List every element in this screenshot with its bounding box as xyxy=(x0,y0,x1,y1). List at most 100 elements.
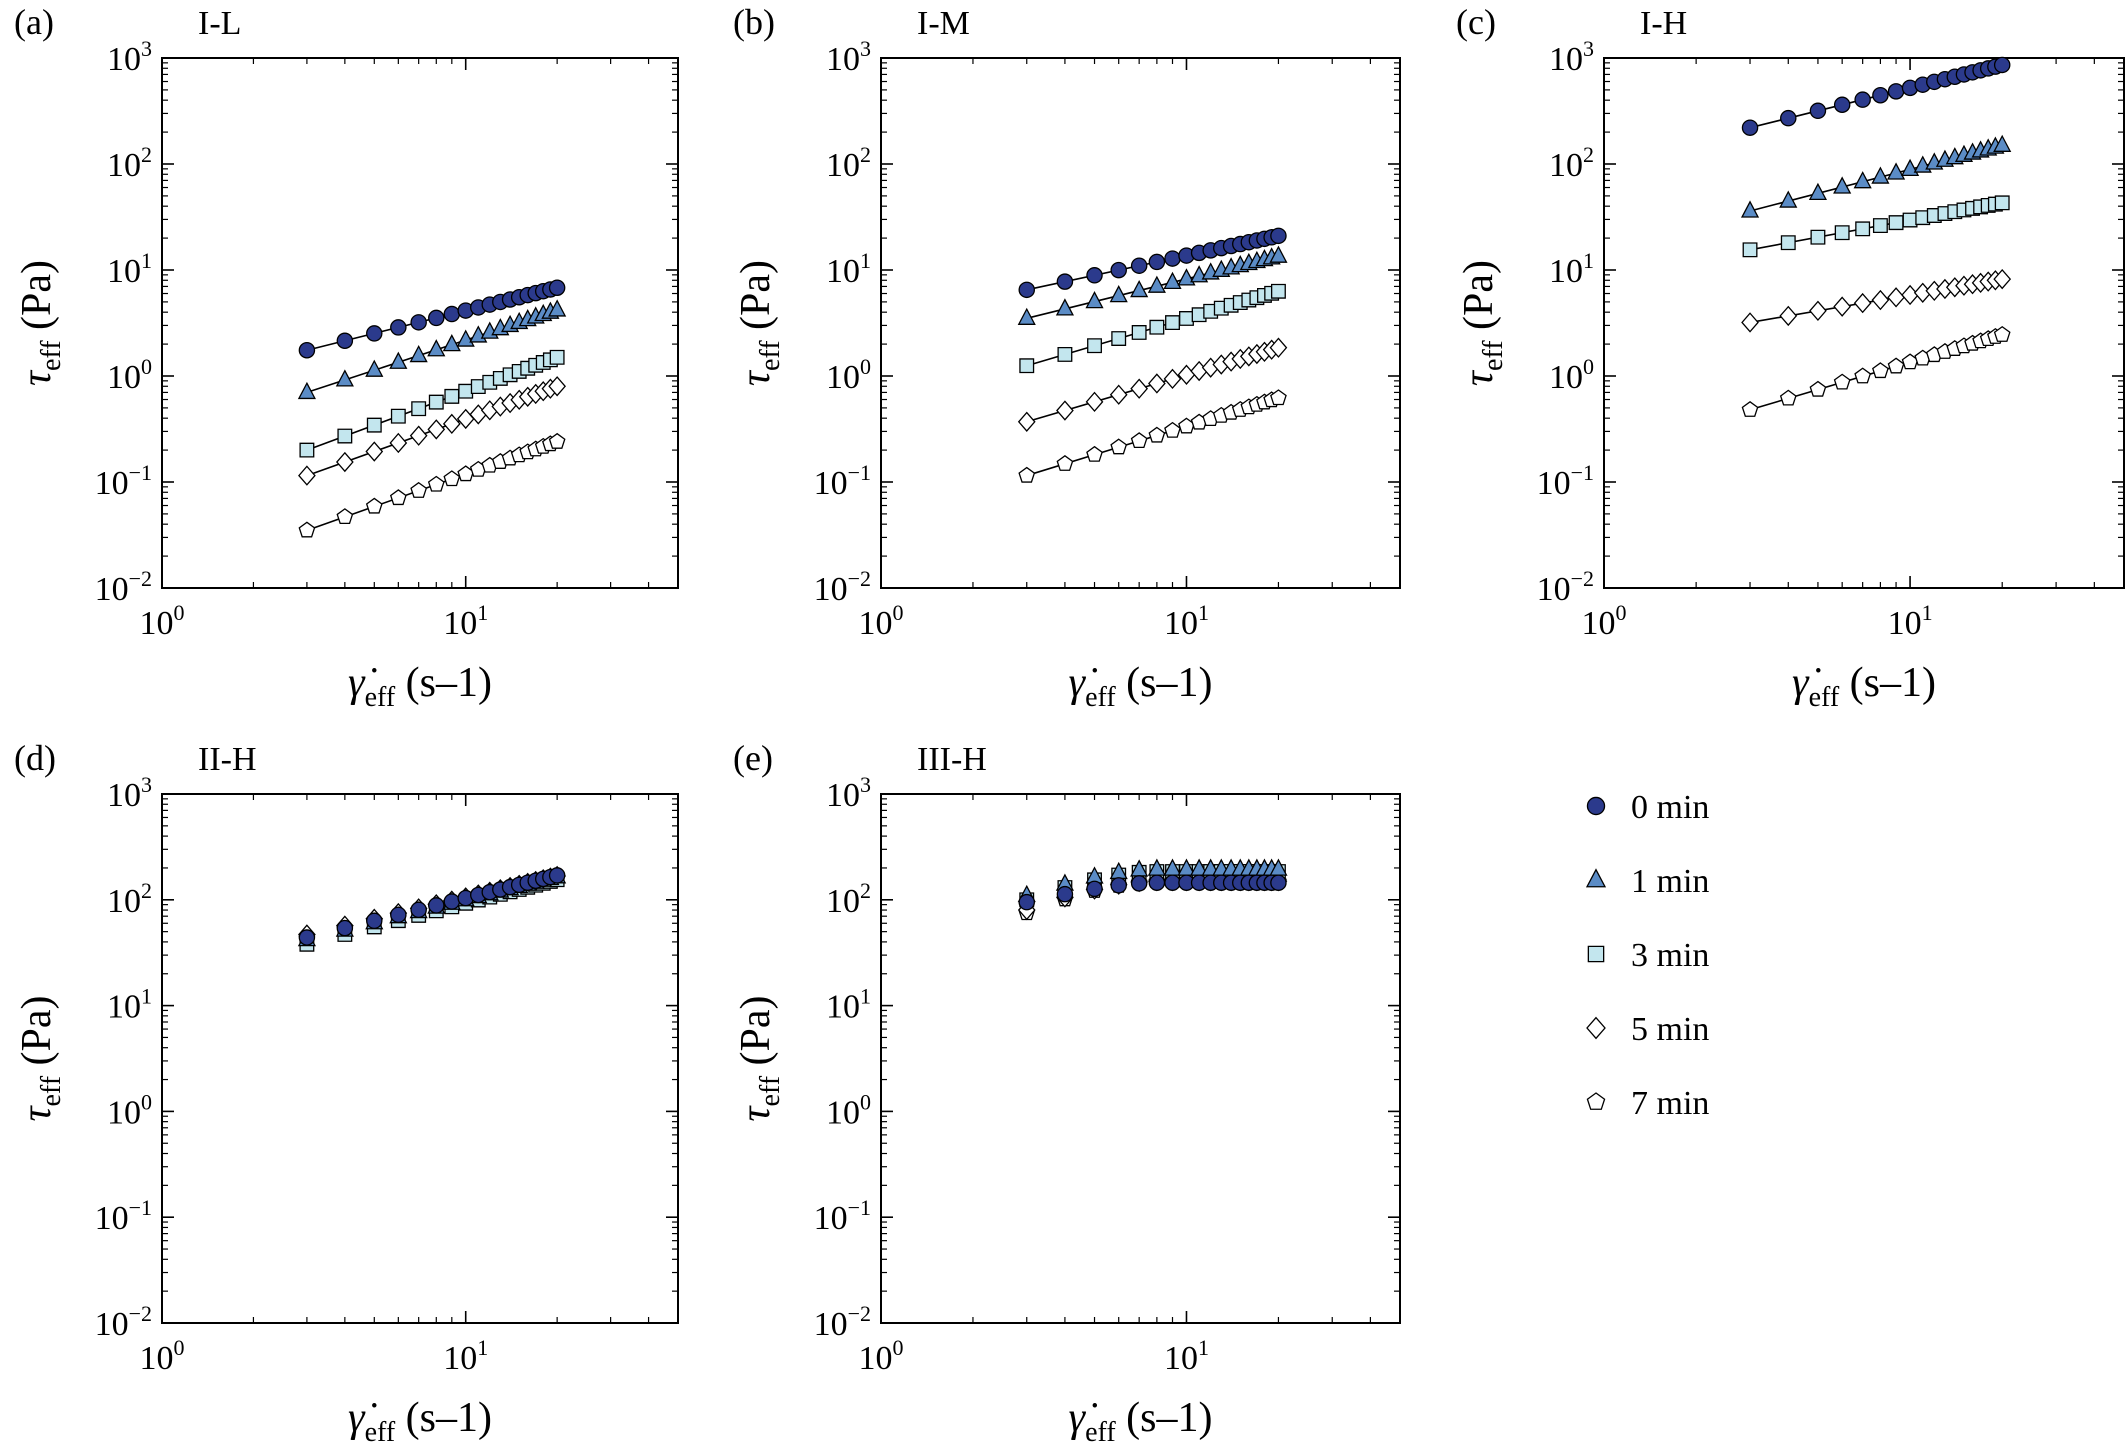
y-tick-label: 101 xyxy=(826,248,871,290)
data-point xyxy=(428,309,445,327)
data-point xyxy=(298,521,316,538)
data-point xyxy=(410,314,427,331)
data-point xyxy=(1018,466,1036,483)
plot-frame xyxy=(1603,57,2125,589)
data-point xyxy=(1741,400,1759,417)
data-point xyxy=(1017,411,1036,432)
panel-label: (c) xyxy=(1456,2,1496,42)
data-point xyxy=(1149,319,1165,335)
y-tick-label: 103 xyxy=(826,36,871,78)
data-point xyxy=(297,381,316,400)
data-point xyxy=(1887,357,1905,374)
y-tick-label: 103 xyxy=(1549,36,1594,78)
legend-label: 5 min xyxy=(1631,1011,1709,1048)
data-point xyxy=(335,451,354,473)
y-tick-label: 10−1 xyxy=(814,1195,871,1237)
y-tick-label: 100 xyxy=(1549,354,1594,396)
data-point xyxy=(336,919,354,937)
data-point xyxy=(1130,875,1148,892)
legend: 0 min 1 min 3 min 5 min 7 min xyxy=(1585,789,1709,1122)
data-point xyxy=(409,344,428,363)
data-point xyxy=(1018,893,1036,911)
data-point xyxy=(1086,445,1103,462)
legend-marker xyxy=(1586,1092,1606,1110)
chart-panel-d: (d) II-H 10−2 10−1 100 101 102 103 100 101 γ̇eff (… xyxy=(14,738,679,1448)
data-point xyxy=(1056,400,1074,421)
data-point xyxy=(1056,454,1074,471)
data-point xyxy=(1741,119,1759,136)
data-point xyxy=(549,349,565,365)
y-tick-label: 102 xyxy=(1549,142,1594,184)
data-point xyxy=(390,408,406,424)
data-point xyxy=(1270,227,1287,245)
chart-panel-e: (e) III-H 10−2 10−1 100 101 102 103 100 101 γ̇eff … xyxy=(733,738,1401,1448)
data-point xyxy=(443,305,461,323)
panel-label: (a) xyxy=(14,2,54,42)
y-tick-label: 10−1 xyxy=(95,460,152,502)
y-axis-title: τeff (Pa) xyxy=(733,995,786,1121)
y-tick-label: 102 xyxy=(826,142,871,184)
series-0-min xyxy=(1018,227,1287,299)
data-point xyxy=(1163,368,1182,390)
data-point xyxy=(1779,190,1798,208)
y-tick-label: 103 xyxy=(826,772,871,814)
data-point xyxy=(1019,358,1035,374)
data-point xyxy=(410,901,427,919)
legend-item: 7 min xyxy=(1586,1085,1709,1122)
data-point xyxy=(299,442,315,458)
data-point xyxy=(443,470,461,487)
data-point xyxy=(1833,373,1851,390)
legend-marker xyxy=(1586,796,1606,816)
data-point xyxy=(1148,874,1166,891)
y-tick-label: 10−2 xyxy=(814,1301,871,1343)
data-point xyxy=(1270,389,1287,406)
data-point xyxy=(337,428,353,444)
x-tick-label: 101 xyxy=(1164,1335,1209,1377)
x-axis-title: γ̇eff (s–1) xyxy=(348,1395,492,1448)
y-tick-label: 102 xyxy=(107,142,152,184)
data-point xyxy=(1085,391,1104,413)
panel-label: (d) xyxy=(14,738,56,778)
y-tick-label: 10−1 xyxy=(95,1195,152,1237)
data-point xyxy=(1871,166,1890,184)
data-point xyxy=(389,432,408,454)
data-point xyxy=(1887,83,1905,100)
data-point xyxy=(1147,275,1166,293)
data-point xyxy=(1900,158,1920,176)
series-3-min xyxy=(299,349,565,458)
plot-frame xyxy=(880,57,1401,589)
data-point xyxy=(1901,284,1919,306)
data-point xyxy=(1110,438,1128,455)
panel-title: III-H xyxy=(917,741,987,778)
legend-label: 0 min xyxy=(1631,789,1709,826)
data-point xyxy=(1742,242,1758,258)
data-point xyxy=(1902,212,1918,228)
series-7-min xyxy=(298,432,566,538)
data-point xyxy=(1056,885,1074,903)
legend-marker xyxy=(1587,945,1605,963)
y-axis-title: τeff (Pa) xyxy=(1456,260,1509,386)
data-point xyxy=(1130,432,1148,449)
data-point xyxy=(410,481,428,498)
data-point xyxy=(1130,257,1148,274)
data-point xyxy=(1779,389,1797,406)
data-point xyxy=(335,369,354,387)
series-3-min xyxy=(1742,195,2010,258)
data-point xyxy=(1109,285,1128,303)
data-point xyxy=(1833,296,1852,317)
data-point xyxy=(1086,267,1103,284)
x-axis-title: γ̇eff (s–1) xyxy=(1069,1395,1213,1448)
x-tick-label: 100 xyxy=(140,600,185,642)
panel-label: (b) xyxy=(733,2,775,42)
data-point xyxy=(1085,291,1104,309)
data-point xyxy=(1779,305,1798,327)
data-point xyxy=(427,339,446,357)
panel-label: (e) xyxy=(733,738,773,778)
data-point xyxy=(1130,378,1149,399)
y-tick-label: 103 xyxy=(107,36,152,78)
legend-item: 3 min xyxy=(1587,937,1709,974)
data-point xyxy=(1887,287,1905,308)
data-point xyxy=(1177,364,1196,385)
series-1-min xyxy=(1740,134,2012,218)
